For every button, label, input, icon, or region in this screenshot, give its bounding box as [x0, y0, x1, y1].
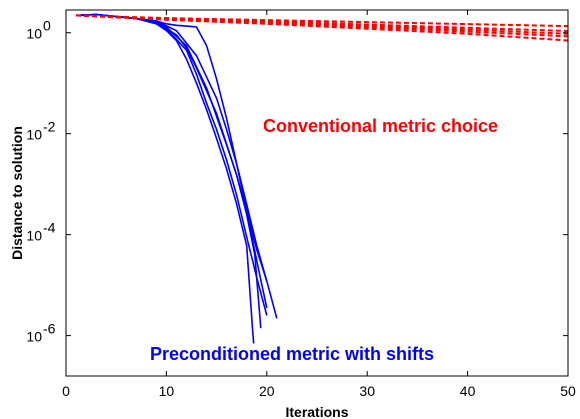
- x-tick-label: 0: [62, 383, 70, 399]
- x-tick-label: 40: [460, 383, 476, 399]
- y-tick-exponent: 0: [43, 18, 51, 34]
- annotation-preconditioned: Preconditioned metric with shifts: [150, 344, 434, 364]
- plot-background: [66, 10, 568, 376]
- y-tick-label: 10: [26, 329, 42, 345]
- plot-frame: [65, 9, 569, 377]
- annotation-conventional: Conventional metric choice: [263, 116, 498, 136]
- y-tick-exponent: -2: [43, 119, 56, 135]
- y-tick-label: 10: [26, 228, 42, 244]
- x-tick-label: 10: [159, 383, 175, 399]
- y-tick-exponent: -4: [43, 220, 56, 236]
- conventional-series-line-5: [75, 14, 569, 35]
- x-tick-label: 20: [259, 383, 275, 399]
- x-axis-label: Iterations: [285, 404, 348, 419]
- y-axis-label: Distance to solution: [9, 126, 25, 260]
- y-tick-label: 10: [26, 26, 42, 42]
- x-tick-label: 30: [359, 383, 375, 399]
- y-tick-exponent: -6: [43, 321, 56, 337]
- series-layer: [75, 13, 569, 344]
- y-tick-label: 10: [26, 127, 42, 143]
- x-tick-label: 50: [560, 383, 576, 399]
